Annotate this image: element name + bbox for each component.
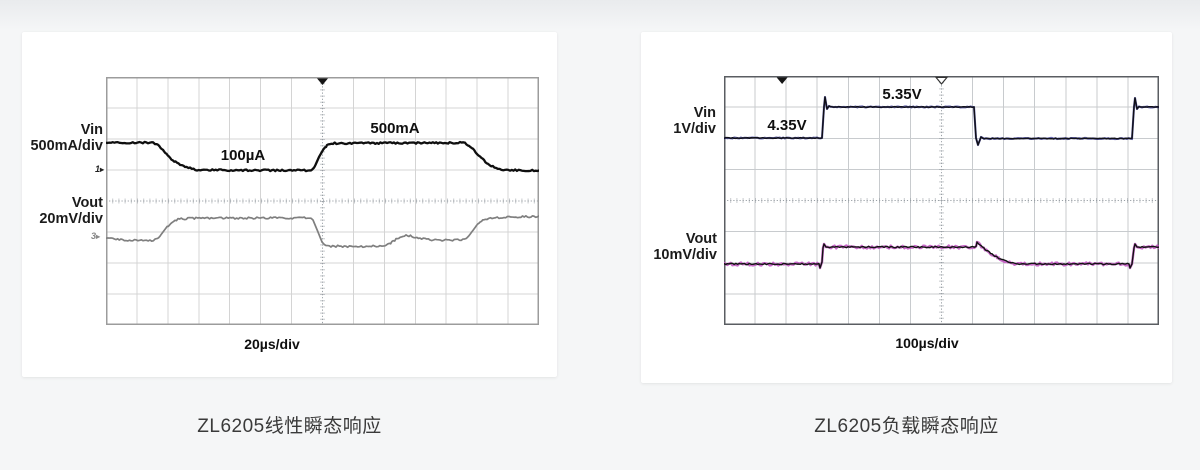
channel-number: 1 <box>94 164 100 174</box>
timebase-label: 100µs/div <box>895 335 959 351</box>
annotation-500mA: 500mA <box>370 120 420 137</box>
caption-linear: ZL6205线性瞬态响应 <box>197 416 382 437</box>
annotation-5-35V: 5.35V <box>882 86 922 103</box>
annotation-4-35V: 4.35V <box>767 117 807 134</box>
annotation-100uA: 100µA <box>220 147 266 164</box>
oscilloscope-plot-load <box>724 76 1159 325</box>
channel-scale: 1V/div <box>673 120 716 137</box>
scope-card-linear: Vin 500mA/div 1▸ Vout 20mV/div 3▸ 100µA … <box>22 32 557 377</box>
timebase-label: 20µs/div <box>244 336 300 352</box>
oscilloscope-plot-linear <box>106 77 539 325</box>
channel3-ground-marker: 3▸ <box>70 231 100 242</box>
channel1-ground-marker: 1▸ <box>74 164 104 175</box>
ground-arrow-icon: ▸ <box>99 165 104 174</box>
ground-arrow-icon: ▸ <box>95 232 100 241</box>
channel-label-vin: Vin 500mA/div <box>22 122 103 154</box>
channel-name: Vin <box>693 105 716 121</box>
channel-number: 3 <box>90 231 96 241</box>
channel-name: Vout <box>685 231 717 247</box>
channel-name: Vin <box>80 122 103 138</box>
channel-label-vin: Vin 1V/div <box>641 105 716 137</box>
channel-scale: 500mA/div <box>30 137 103 154</box>
caption-load: ZL6205负载瞬态响应 <box>814 416 999 437</box>
channel-label-vout: Vout 10mV/div <box>641 231 717 263</box>
channel-name: Vout <box>71 195 103 211</box>
channel-scale: 20mV/div <box>39 210 103 227</box>
channel-label-vout: Vout 20mV/div <box>22 195 103 227</box>
channel-scale: 10mV/div <box>653 246 717 263</box>
scope-card-load: Vin 1V/div Vout 10mV/div 4.35V 5.35V 100… <box>641 32 1172 383</box>
